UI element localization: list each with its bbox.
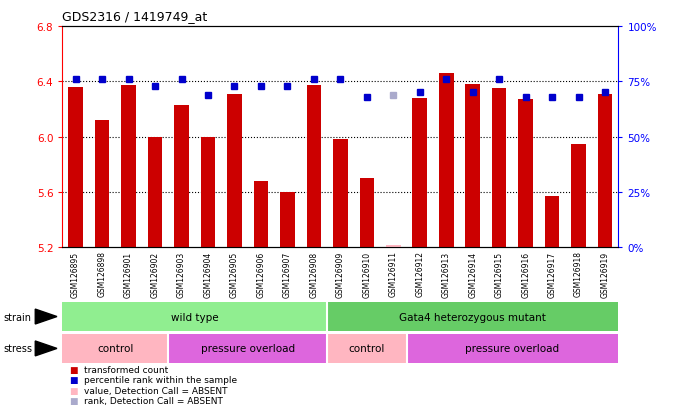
Text: GSM126913: GSM126913: [442, 251, 451, 297]
Text: transformed count: transformed count: [84, 365, 168, 374]
Text: control: control: [348, 344, 385, 354]
Text: GSM126907: GSM126907: [283, 251, 292, 297]
Text: percentile rank within the sample: percentile rank within the sample: [84, 375, 237, 385]
Bar: [598, 95, 612, 248]
Text: GSM126898: GSM126898: [98, 251, 106, 297]
Bar: [174, 106, 188, 248]
Text: GSM126908: GSM126908: [309, 251, 319, 297]
Bar: [359, 179, 374, 248]
Text: GSM126910: GSM126910: [362, 251, 372, 297]
Bar: [492, 89, 506, 248]
Text: GSM126909: GSM126909: [336, 251, 345, 297]
Text: GSM126912: GSM126912: [416, 251, 424, 297]
Text: GSM126916: GSM126916: [521, 251, 530, 297]
Text: GSM126911: GSM126911: [388, 251, 398, 297]
Text: GSM126919: GSM126919: [601, 251, 610, 297]
Text: GSM126904: GSM126904: [203, 251, 212, 297]
Text: wild type: wild type: [171, 312, 218, 322]
Text: ■: ■: [69, 375, 78, 385]
Text: control: control: [97, 344, 134, 354]
Bar: [545, 197, 559, 248]
Text: GSM126901: GSM126901: [124, 251, 133, 297]
Bar: [121, 86, 136, 248]
Text: strain: strain: [3, 312, 31, 322]
Bar: [95, 121, 109, 248]
Bar: [333, 140, 348, 248]
Bar: [439, 74, 454, 248]
Bar: [227, 95, 242, 248]
Bar: [327, 302, 618, 332]
Text: GSM126918: GSM126918: [574, 251, 583, 297]
Text: GSM126915: GSM126915: [495, 251, 504, 297]
Text: pressure overload: pressure overload: [465, 344, 559, 354]
Text: GSM126914: GSM126914: [468, 251, 477, 297]
Bar: [407, 334, 618, 363]
Bar: [280, 192, 295, 248]
Text: pressure overload: pressure overload: [201, 344, 295, 354]
Bar: [62, 302, 327, 332]
Text: GSM126905: GSM126905: [230, 251, 239, 297]
Bar: [201, 137, 215, 248]
Text: GSM126902: GSM126902: [151, 251, 159, 297]
Text: GSM126903: GSM126903: [177, 251, 186, 297]
Bar: [254, 182, 268, 248]
Text: stress: stress: [3, 344, 33, 354]
Polygon shape: [35, 309, 57, 324]
Text: GSM126895: GSM126895: [71, 251, 80, 297]
Text: GSM126917: GSM126917: [548, 251, 557, 297]
Text: rank, Detection Call = ABSENT: rank, Detection Call = ABSENT: [84, 396, 223, 405]
Bar: [327, 334, 407, 363]
Bar: [148, 137, 162, 248]
Bar: [412, 99, 427, 248]
Text: value, Detection Call = ABSENT: value, Detection Call = ABSENT: [84, 386, 228, 395]
Text: ■: ■: [69, 396, 78, 405]
Text: GDS2316 / 1419749_at: GDS2316 / 1419749_at: [62, 10, 207, 23]
Bar: [68, 88, 83, 248]
Bar: [519, 100, 533, 248]
Text: ■: ■: [69, 386, 78, 395]
Text: Gata4 heterozygous mutant: Gata4 heterozygous mutant: [399, 312, 546, 322]
Bar: [465, 85, 480, 248]
Polygon shape: [35, 341, 57, 356]
Bar: [572, 144, 586, 248]
Text: GSM126906: GSM126906: [256, 251, 265, 297]
Bar: [168, 334, 327, 363]
Text: ■: ■: [69, 365, 78, 374]
Bar: [386, 245, 401, 248]
Bar: [306, 86, 321, 248]
Bar: [62, 334, 168, 363]
